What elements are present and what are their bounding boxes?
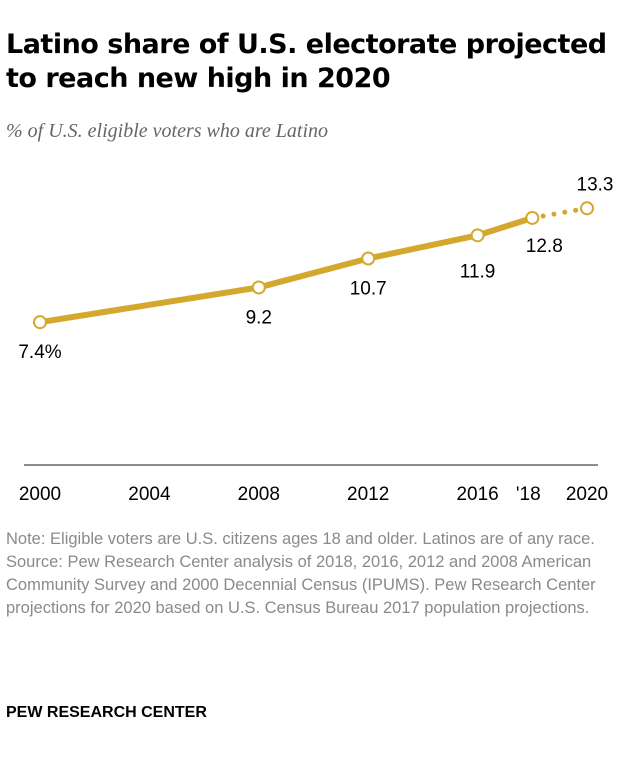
pew-logo: PEW RESEARCH CENTER (6, 704, 207, 721)
source-text: Source: Pew Research Center analysis of … (6, 553, 596, 617)
data-label: 7.4% (18, 342, 61, 363)
line-chart: 2000 2004 2008 2012 2016 '18 2020 7.4% 9.2 10.7 11… (18, 174, 614, 505)
data-point (361, 251, 376, 266)
data-label: 12.8 (526, 236, 563, 257)
note-text: Note: Eligible voters are U.S. citizens … (6, 530, 595, 548)
data-point (525, 210, 540, 225)
data-point (251, 280, 266, 295)
projection-line (529, 205, 590, 221)
x-tick-label: 2020 (566, 484, 608, 505)
x-tick-label: 2004 (128, 484, 171, 505)
data-label: 13.3 (577, 174, 614, 195)
x-tick-label: 2008 (238, 484, 280, 505)
data-label: 9.2 (246, 307, 272, 328)
x-tick-label: 2000 (19, 484, 61, 505)
x-tick-label: 2012 (347, 484, 389, 505)
data-label: 10.7 (350, 278, 387, 299)
notes: Note: Eligible voters are U.S. citizens … (6, 528, 616, 620)
data-point (470, 228, 485, 243)
data-point (33, 315, 47, 330)
data-point (580, 201, 594, 216)
x-tick-label: 2016 (456, 484, 498, 505)
series-line (39, 215, 534, 326)
x-tick-label: '18 (516, 484, 541, 505)
chart-subtitle: % of U.S. eligible voters who are Latino (6, 120, 329, 142)
data-label: 11.9 (460, 261, 496, 282)
chart-title: Latino share of U.S. electorate projecte… (6, 29, 607, 94)
